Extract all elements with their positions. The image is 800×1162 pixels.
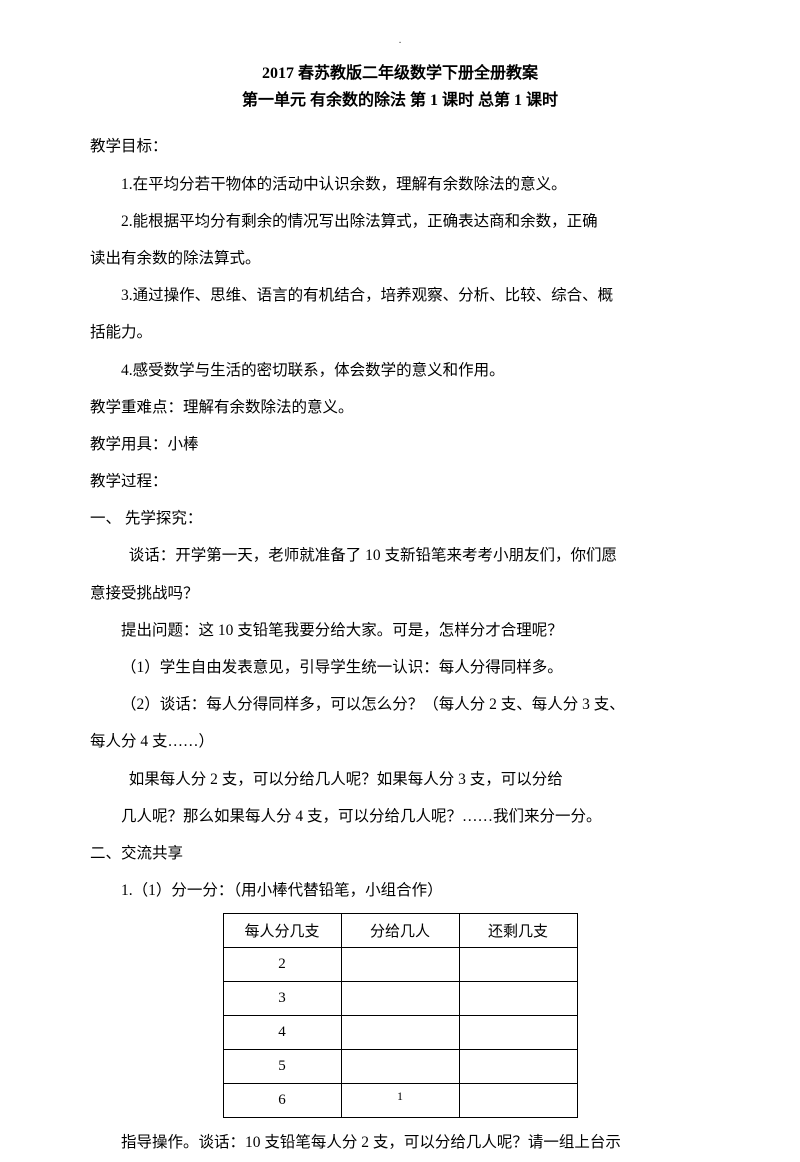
table-header-3: 还剩几支 [459, 914, 577, 948]
title-line-2: 第一单元 有余数的除法 第 1 课时 总第 1 课时 [90, 87, 710, 114]
page-number: 1 [397, 1089, 403, 1104]
table-cell-empty [459, 1050, 577, 1084]
table-cell-empty [459, 1084, 577, 1118]
table-row: 5 [223, 1050, 577, 1084]
table-cell-empty [341, 948, 459, 982]
tools: 教学用具：小棒 [90, 426, 710, 463]
objective-3-cont: 括能力。 [90, 314, 710, 351]
objective-2: 2.能根据平均分有剩余的情况写出除法算式，正确表达商和余数，正确 [90, 203, 710, 240]
objective-4: 4.感受数学与生活的密切联系，体会数学的意义和作用。 [90, 352, 710, 389]
para-item-2: （2）谈话：每人分得同样多，可以怎么分？（每人分 2 支、每人分 3 支、 [90, 686, 710, 723]
objective-2-cont: 读出有余数的除法算式。 [90, 240, 710, 277]
objective-label: 教学目标： [90, 128, 710, 165]
table-cell-empty [341, 1016, 459, 1050]
table-cell: 5 [223, 1050, 341, 1084]
top-mark: · [398, 38, 401, 49]
division-table: 每人分几支 分给几人 还剩几支 2 3 4 5 [223, 913, 578, 1118]
para-talk-1: 谈话：开学第一天，老师就准备了 10 支新铅笔来考考小朋友们，你们愿 [90, 537, 710, 574]
table-cell-empty [459, 982, 577, 1016]
table-cell-empty [459, 948, 577, 982]
title-line-1: 2017 春苏教版二年级数学下册全册教案 [90, 60, 710, 87]
para-talk-1b: 意接受挑战吗？ [90, 575, 710, 612]
document-title: 2017 春苏教版二年级数学下册全册教案 第一单元 有余数的除法 第 1 课时 … [90, 60, 710, 114]
table-cell-empty [341, 1050, 459, 1084]
table-cell-empty [459, 1016, 577, 1050]
table-header-2: 分给几人 [341, 914, 459, 948]
table-cell: 2 [223, 948, 341, 982]
table-cell: 4 [223, 1016, 341, 1050]
objective-3: 3.通过操作、思维、语言的有机结合，培养观察、分析、比较、综合、概 [90, 277, 710, 314]
objective-1: 1.在平均分若干物体的活动中认识余数，理解有余数除法的意义。 [90, 166, 710, 203]
division-table-wrap: 每人分几支 分给几人 还剩几支 2 3 4 5 [90, 913, 710, 1118]
table-header-1: 每人分几支 [223, 914, 341, 948]
table-row: 3 [223, 982, 577, 1016]
table-header-row: 每人分几支 分给几人 还剩几支 [223, 914, 577, 948]
para-if-1: 如果每人分 2 支，可以分给几人呢？如果每人分 3 支，可以分给 [90, 761, 710, 798]
table-cell-empty [341, 982, 459, 1016]
process: 教学过程： [90, 463, 710, 500]
para-if-1b: 几人呢？那么如果每人分 4 支，可以分给几人呢？……我们来分一分。 [90, 798, 710, 835]
para-item-2b: 每人分 4 支……） [90, 723, 710, 760]
table-cell: 3 [223, 982, 341, 1016]
table-row: 2 [223, 948, 577, 982]
section-2-heading: 二、交流共享 [90, 835, 710, 872]
difficulty: 教学重难点：理解有余数除法的意义。 [90, 389, 710, 426]
table-cell: 6 [223, 1084, 341, 1118]
para-guide: 指导操作。谈话：10 支铅笔每人分 2 支，可以分给几人呢？请一组上台示 [90, 1124, 710, 1161]
table-row: 4 [223, 1016, 577, 1050]
para-question: 提出问题：这 10 支铅笔我要分给大家。可是，怎样分才合理呢？ [90, 612, 710, 649]
section-1-heading: 一、 先学探究： [90, 500, 710, 537]
para-item-1: （1）学生自由发表意见，引导学生统一认识：每人分得同样多。 [90, 649, 710, 686]
para-divide: 1.（1）分一分：（用小棒代替铅笔，小组合作） [90, 872, 710, 909]
